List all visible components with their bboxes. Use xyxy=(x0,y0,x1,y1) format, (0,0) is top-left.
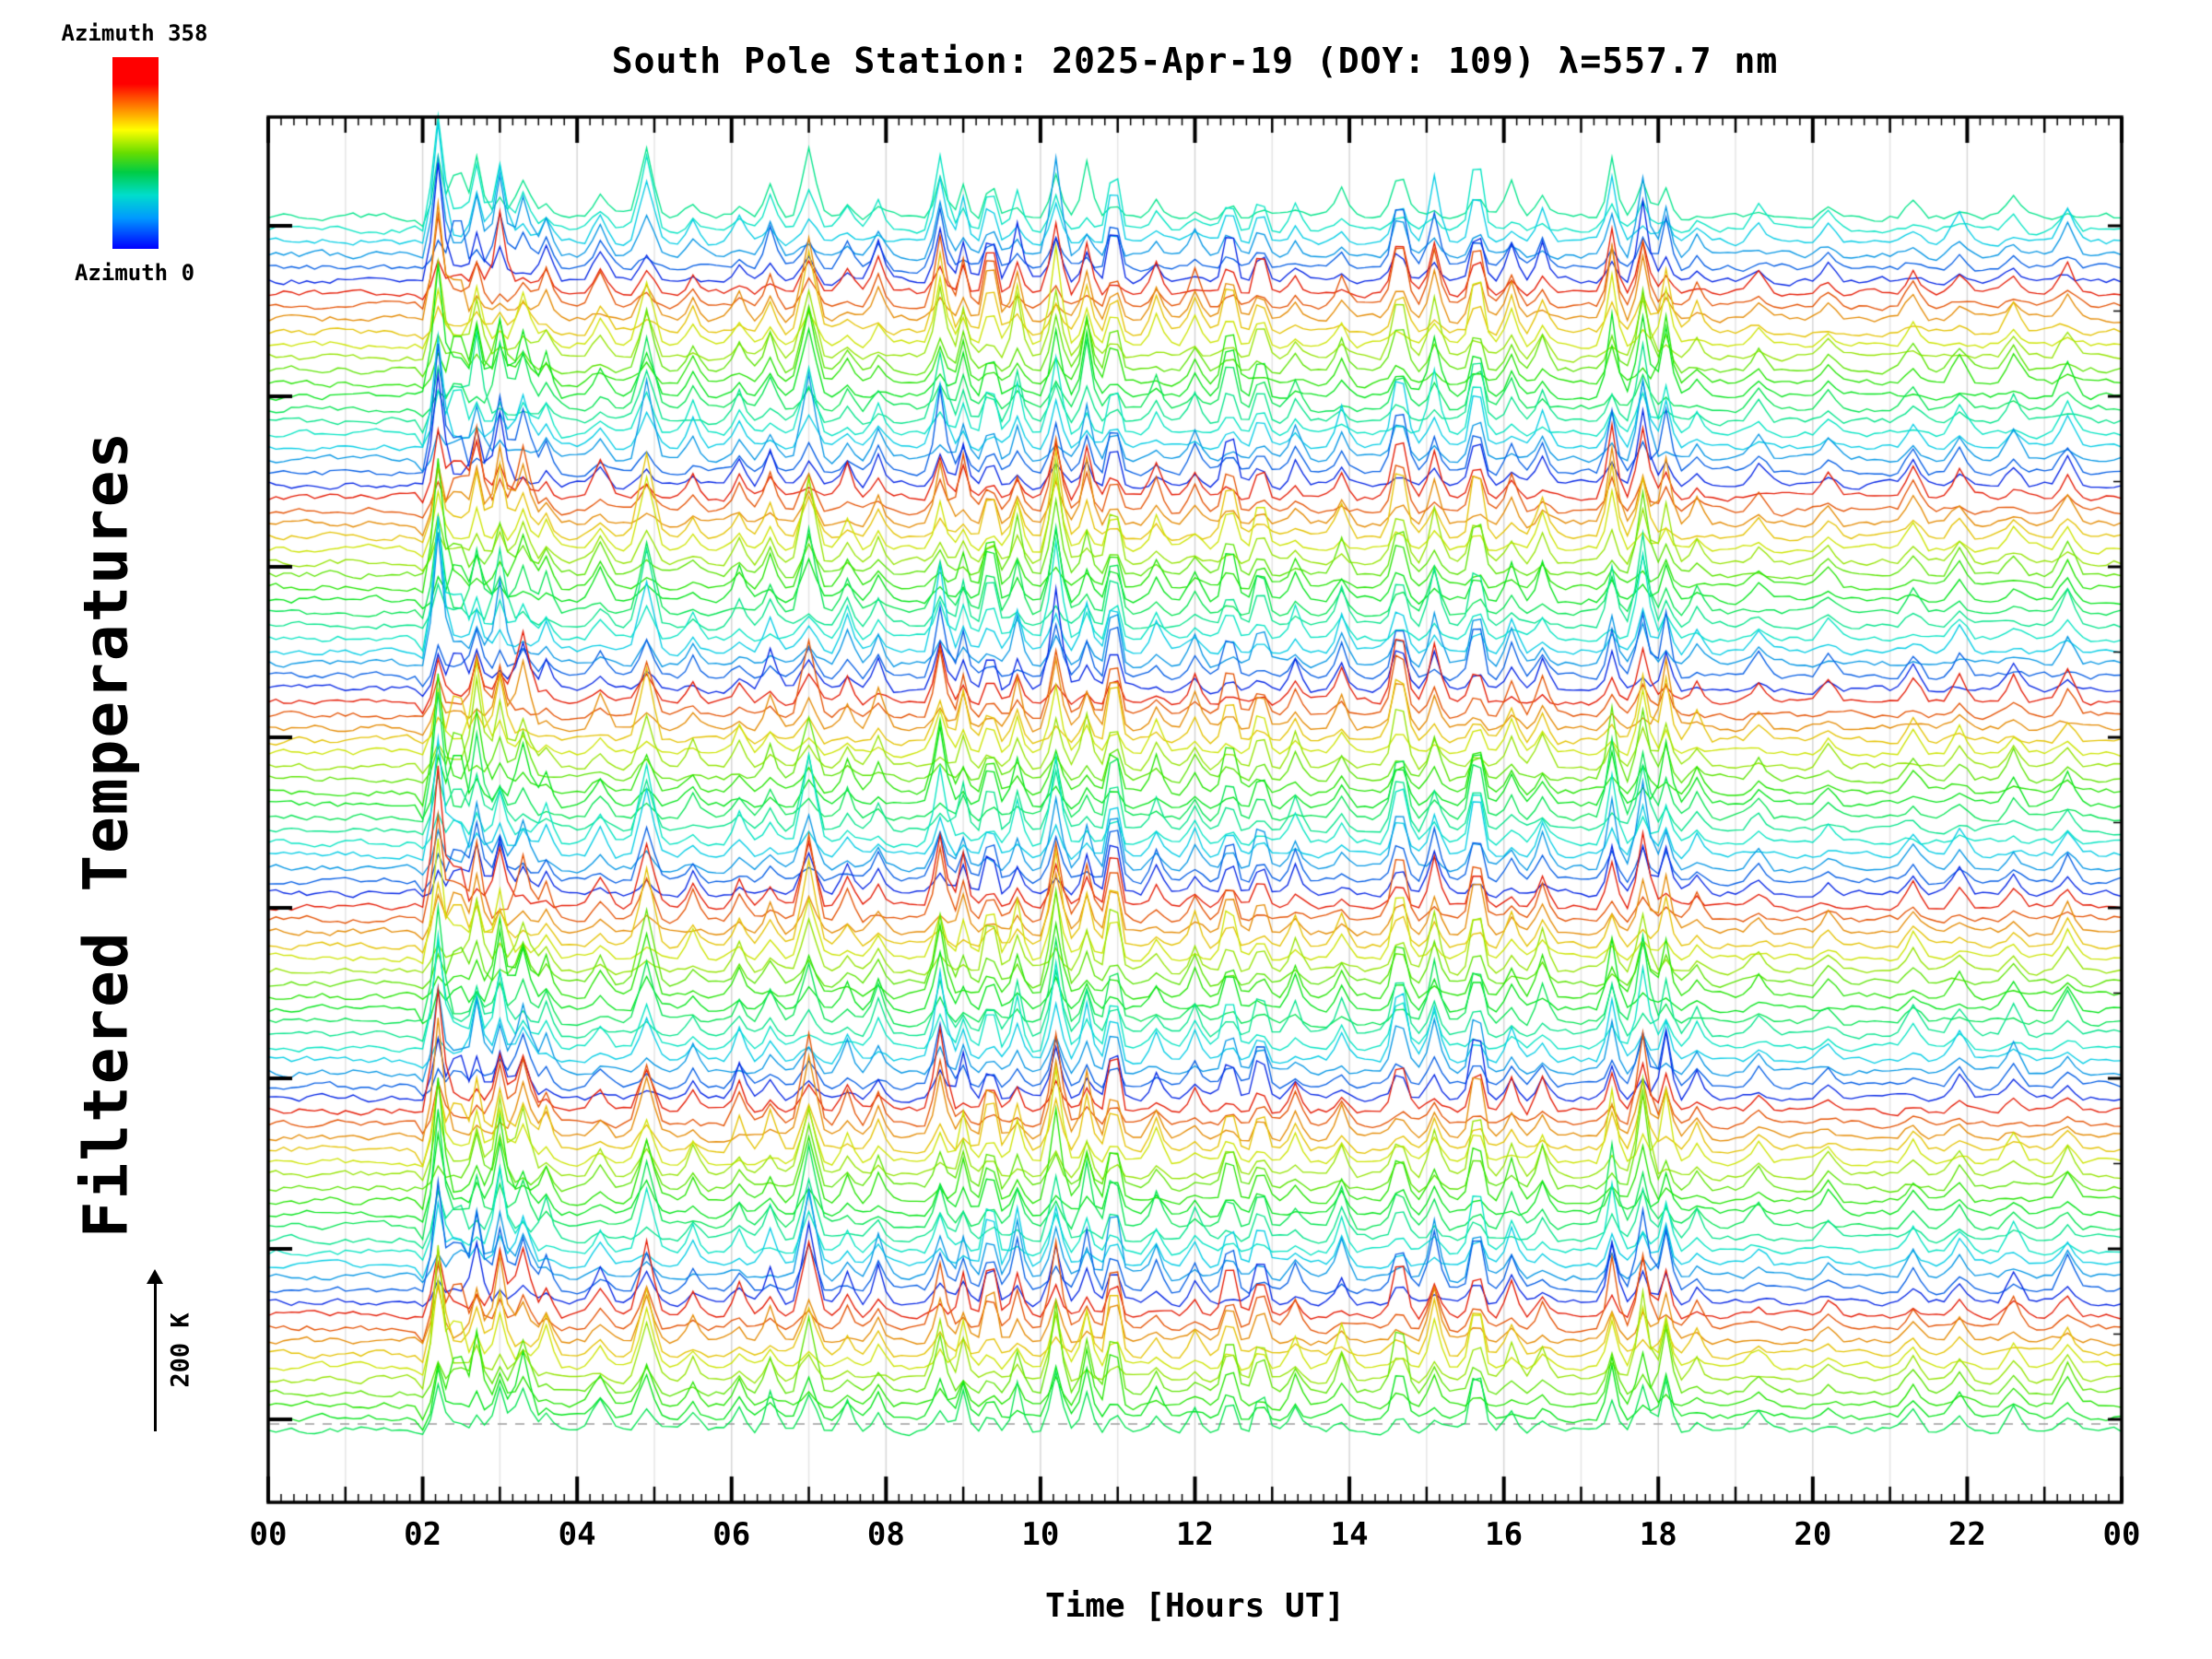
scale-arrow-label: 200 K xyxy=(166,1312,195,1388)
colorbar-top-label: Azimuth 358 xyxy=(61,20,208,46)
scale-arrow-icon xyxy=(146,1269,164,1431)
chart-title: South Pole Station: 2025-Apr-19 (DOY: 10… xyxy=(611,41,1779,81)
x-tick-label: 02 xyxy=(404,1516,442,1553)
x-tick-label: 06 xyxy=(712,1516,751,1553)
x-tick-label: 16 xyxy=(1485,1516,1524,1553)
x-tick-label: 20 xyxy=(1794,1516,1832,1553)
x-tick-label: 08 xyxy=(866,1516,905,1553)
x-tick-label: 00 xyxy=(249,1516,288,1553)
azimuth-colorbar xyxy=(112,57,159,249)
scale-arrow-shaft xyxy=(153,1278,157,1431)
colorbar-bottom-label: Azimuth 0 xyxy=(74,260,195,286)
scale-arrow-head xyxy=(147,1269,163,1284)
x-tick-label: 10 xyxy=(1021,1516,1060,1553)
x-tick-label: 12 xyxy=(1176,1516,1214,1553)
x-tick-label: 22 xyxy=(1947,1516,1986,1553)
x-axis-label: Time [Hours UT] xyxy=(1044,1587,1346,1625)
x-tick-label: 14 xyxy=(1330,1516,1369,1553)
x-tick-label: 00 xyxy=(2102,1516,2141,1553)
x-tick-label: 18 xyxy=(1639,1516,1677,1553)
y-axis-label: Filtered Temperatures xyxy=(70,429,142,1239)
x-tick-label: 04 xyxy=(558,1516,596,1553)
